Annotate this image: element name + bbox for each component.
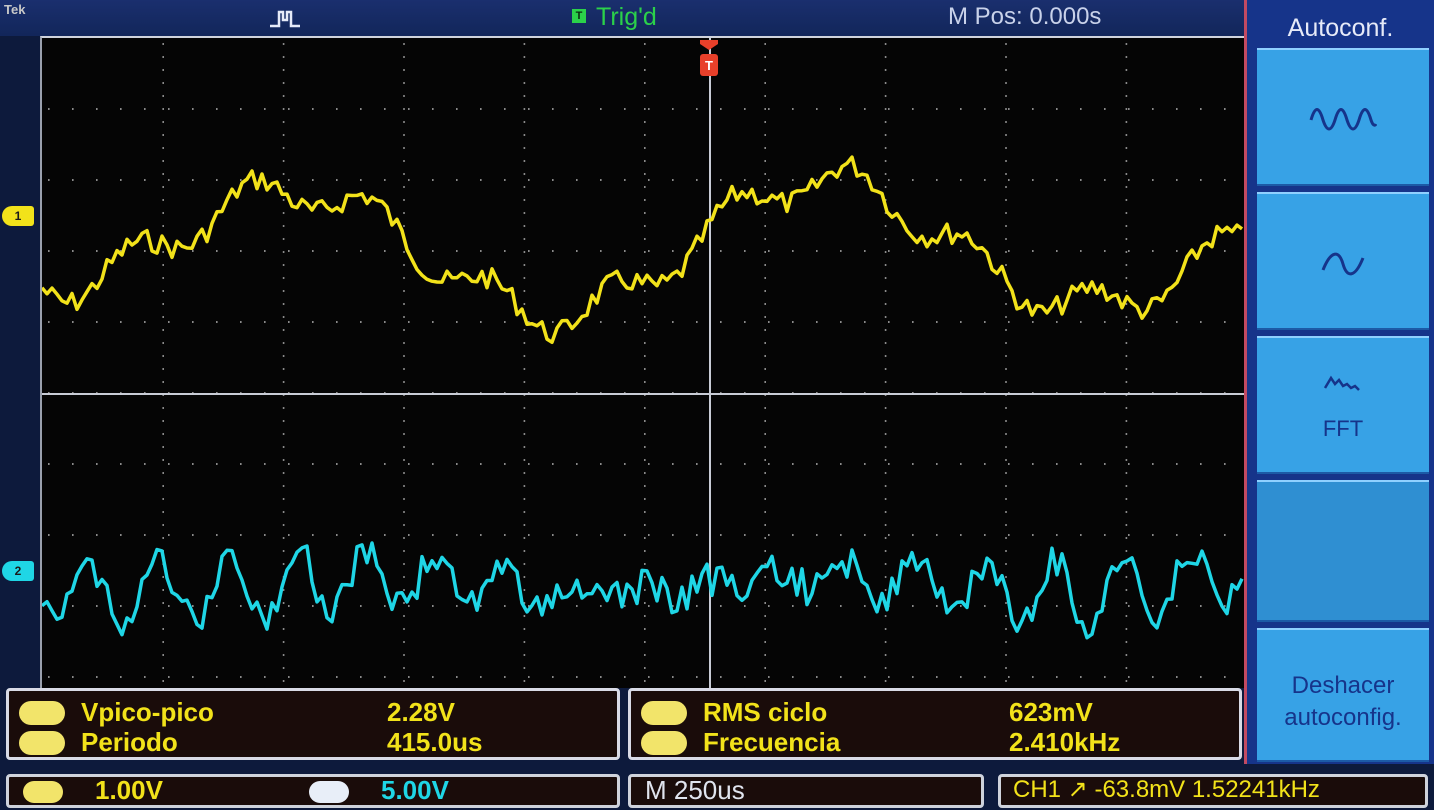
ch1-trace — [42, 155, 1244, 345]
measurement-label: Periodo — [81, 727, 178, 757]
time-per-div: M 250us — [645, 775, 745, 805]
measurement-value: 2.28V — [387, 697, 455, 727]
pulse-edge-icon — [270, 10, 300, 28]
ch2-trace — [42, 541, 1244, 640]
bottom-status-bar: 1.00V 5.00V M 250us CH1 ↗ -63.8mV 1.5224… — [0, 764, 1434, 810]
ch2-volts-per-div: 5.00V — [381, 775, 449, 805]
measurement-value: 415.0us — [387, 727, 483, 757]
measurement-panel-left: Vpico-pico 2.28V Periodo 415.0us — [6, 688, 620, 760]
fft-label: FFT — [1322, 416, 1364, 441]
measurement-period[interactable]: Periodo 415.0us — [9, 727, 617, 757]
svg-text:T: T — [705, 58, 713, 73]
trigger-readout: CH1 ↗ -63.8mV 1.52241kHz — [1013, 776, 1320, 803]
measurement-rms[interactable]: RMS ciclo 623mV — [631, 697, 1239, 727]
measurement-label: Frecuencia — [703, 727, 841, 757]
ch2-scale-pill[interactable] — [309, 781, 349, 803]
ch1-source-pill — [19, 731, 65, 755]
trigger-position-marker[interactable]: T — [700, 40, 718, 76]
single-cycle-wave-icon — [1321, 252, 1365, 276]
ch1-scale-pill[interactable] — [23, 781, 63, 803]
measurement-value: 623mV — [1009, 697, 1093, 727]
channel-scale-box: 1.00V 5.00V — [6, 774, 620, 808]
measurement-panel-right: RMS ciclo 623mV Frecuencia 2.410kHz — [628, 688, 1242, 760]
measurement-label: Vpico-pico — [81, 697, 214, 727]
measurement-frequency[interactable]: Frecuencia 2.410kHz — [631, 727, 1239, 757]
empty-menu-slot — [1257, 480, 1429, 622]
trigger-badge: T — [572, 9, 586, 23]
waveform-traces: T — [42, 40, 1244, 640]
menu-title: Autoconf. — [1287, 14, 1394, 42]
ch2-level-marker[interactable]: 2 — [2, 561, 34, 581]
trigger-readout-box[interactable]: CH1 ↗ -63.8mV 1.52241kHz — [998, 774, 1428, 808]
multi-cycle-wave-icon — [1309, 108, 1377, 131]
undo-autoset-label: Deshacer autoconfig. — [1284, 672, 1402, 731]
measurement-value: 2.410kHz — [1009, 727, 1121, 757]
brand-logo: Tek — [4, 2, 26, 17]
horizontal-position-readout: M Pos: 0.000s — [948, 3, 1102, 30]
ch1-source-pill — [641, 701, 687, 725]
spectrum-icon — [1323, 375, 1360, 391]
timebase-box[interactable]: M 250us — [628, 774, 984, 808]
trigger-status: Trig'd — [596, 3, 657, 31]
measurement-vpp[interactable]: Vpico-pico 2.28V — [9, 697, 617, 727]
single-cycle-button[interactable] — [1257, 192, 1429, 330]
multi-cycle-button[interactable] — [1257, 48, 1429, 186]
ch1-source-pill — [641, 731, 687, 755]
ch1-source-pill — [19, 701, 65, 725]
status-header: Tek T Trig'd M Pos: 0.000s — [0, 0, 1244, 36]
measurement-label: RMS ciclo — [703, 697, 828, 727]
autoset-side-menu: Autoconf. FFT Deshacer autoconfig. — [1244, 0, 1434, 764]
ch1-volts-per-div: 1.00V — [95, 775, 163, 805]
ch1-level-marker[interactable]: 1 — [2, 206, 34, 226]
undo-autoset-button[interactable]: Deshacer autoconfig. — [1257, 628, 1429, 762]
waveform-display: T — [40, 36, 1246, 688]
fft-button[interactable]: FFT — [1257, 336, 1429, 474]
